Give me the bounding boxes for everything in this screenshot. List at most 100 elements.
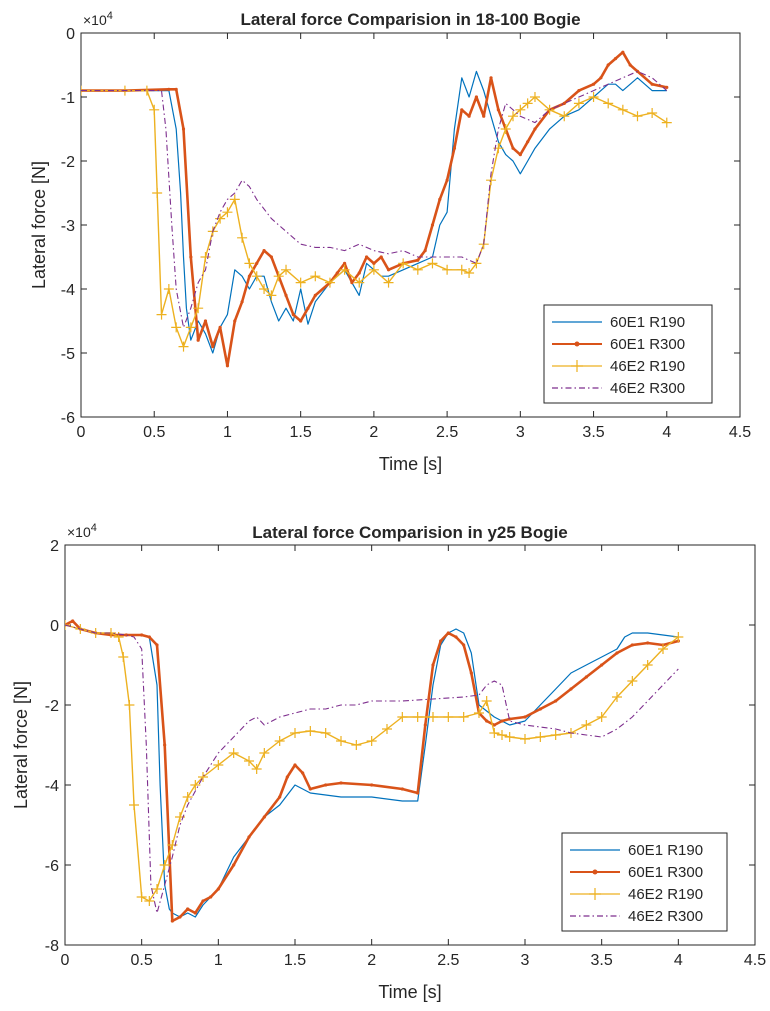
- dot-marker: [400, 787, 404, 791]
- dot-marker: [650, 82, 654, 86]
- plus-marker: [274, 736, 285, 746]
- legend-entry-4: 46E2 R300: [610, 380, 685, 397]
- dot-marker: [308, 787, 312, 791]
- plus-marker: [251, 764, 262, 774]
- x-tick-label: 3: [521, 952, 530, 969]
- dot-marker: [460, 108, 464, 112]
- plus-marker: [178, 341, 189, 352]
- plus-marker: [251, 271, 262, 282]
- dot-marker: [216, 887, 220, 891]
- plus-marker: [673, 632, 684, 642]
- dot-marker: [178, 915, 182, 919]
- dot-marker: [489, 76, 493, 80]
- dot-marker: [452, 146, 457, 150]
- y-tick-label: -5: [61, 346, 75, 363]
- plus-marker: [427, 258, 438, 269]
- plus-marker: [529, 92, 540, 102]
- plus-marker: [456, 264, 467, 275]
- plus-marker: [213, 760, 224, 770]
- dot-marker: [240, 300, 244, 304]
- dot-marker: [482, 114, 486, 118]
- x-axis-label: Time [s]: [379, 454, 442, 474]
- legend-entry-1: 60E1 R190: [610, 314, 685, 331]
- plus-marker: [464, 268, 475, 278]
- plus-marker: [320, 728, 331, 738]
- dot-marker: [492, 723, 496, 727]
- dot-marker: [562, 101, 566, 105]
- plus-marker: [443, 712, 454, 722]
- plus-marker: [200, 252, 211, 262]
- dot-marker: [523, 715, 527, 719]
- dot-marker: [628, 63, 632, 67]
- x-tick-label: 0: [77, 424, 86, 441]
- plus-marker: [559, 111, 570, 122]
- dot-marker: [350, 281, 354, 285]
- dot-marker: [357, 271, 361, 275]
- y-tick-label: -1: [61, 90, 75, 107]
- y-tick-label: 0: [50, 618, 59, 635]
- plus-marker: [366, 736, 377, 746]
- plot-area-frame: [64, 544, 756, 946]
- dot-marker: [301, 771, 305, 775]
- dot-marker: [163, 743, 167, 747]
- plus-marker: [412, 712, 423, 722]
- plus-marker: [136, 892, 147, 902]
- plus-marker: [198, 772, 208, 782]
- x-tick-label: 3.5: [591, 952, 613, 969]
- dot-marker: [174, 87, 178, 91]
- x-tick-label: 0.5: [143, 424, 165, 441]
- plus-marker: [627, 676, 638, 686]
- legend: 60E1 R190 60E1 R300 46E2 R190 46E2 R300: [561, 832, 728, 932]
- dot-marker: [569, 687, 573, 691]
- plus-marker: [185, 322, 196, 333]
- dot-marker: [469, 671, 473, 675]
- plus-marker: [617, 104, 628, 115]
- dot-marker: [615, 651, 619, 655]
- dot-marker: [196, 338, 200, 342]
- dot-marker: [526, 140, 530, 144]
- plus-marker: [550, 730, 561, 740]
- dot-marker: [278, 795, 282, 799]
- dot-marker: [445, 178, 449, 182]
- plus-marker: [515, 104, 526, 115]
- x-axis-label: Time [s]: [378, 982, 441, 1002]
- dot-marker: [372, 261, 376, 265]
- plus-marker: [190, 780, 201, 790]
- dot-marker: [291, 313, 295, 317]
- dot-marker: [343, 261, 347, 265]
- plus-marker: [259, 748, 270, 758]
- x-tick-label: 2: [369, 424, 378, 441]
- dot-marker: [313, 293, 317, 297]
- plus-marker: [581, 720, 592, 730]
- plus-marker: [310, 271, 321, 282]
- x-tick-label: 1.5: [284, 952, 306, 969]
- plus-marker: [118, 652, 129, 662]
- legend-frame: [543, 304, 713, 404]
- plus-marker: [368, 264, 379, 275]
- dot-marker: [71, 619, 75, 623]
- plus-marker: [658, 644, 668, 654]
- plus-marker: [149, 104, 160, 115]
- x-tick-label: 3: [516, 424, 525, 441]
- x-tick-label: 1.5: [290, 424, 312, 441]
- plus-marker: [382, 724, 392, 734]
- plus-marker: [603, 98, 614, 109]
- dot-marker: [233, 319, 237, 323]
- dot-marker: [232, 863, 236, 867]
- plus-marker: [244, 258, 255, 269]
- plot-series-group: [65, 619, 684, 923]
- dot-marker: [324, 783, 328, 787]
- dot-marker: [665, 85, 669, 89]
- plus-marker: [522, 98, 533, 109]
- y-tick-label: -2: [61, 154, 75, 171]
- dot-marker: [438, 197, 442, 201]
- plus-marker: [290, 728, 300, 738]
- plus-marker: [237, 232, 248, 243]
- dot-marker: [467, 114, 471, 118]
- dot-marker: [621, 50, 625, 54]
- plus-marker: [266, 290, 277, 301]
- dot-marker: [225, 364, 230, 368]
- plus-marker: [159, 860, 170, 870]
- plus-marker: [428, 712, 438, 722]
